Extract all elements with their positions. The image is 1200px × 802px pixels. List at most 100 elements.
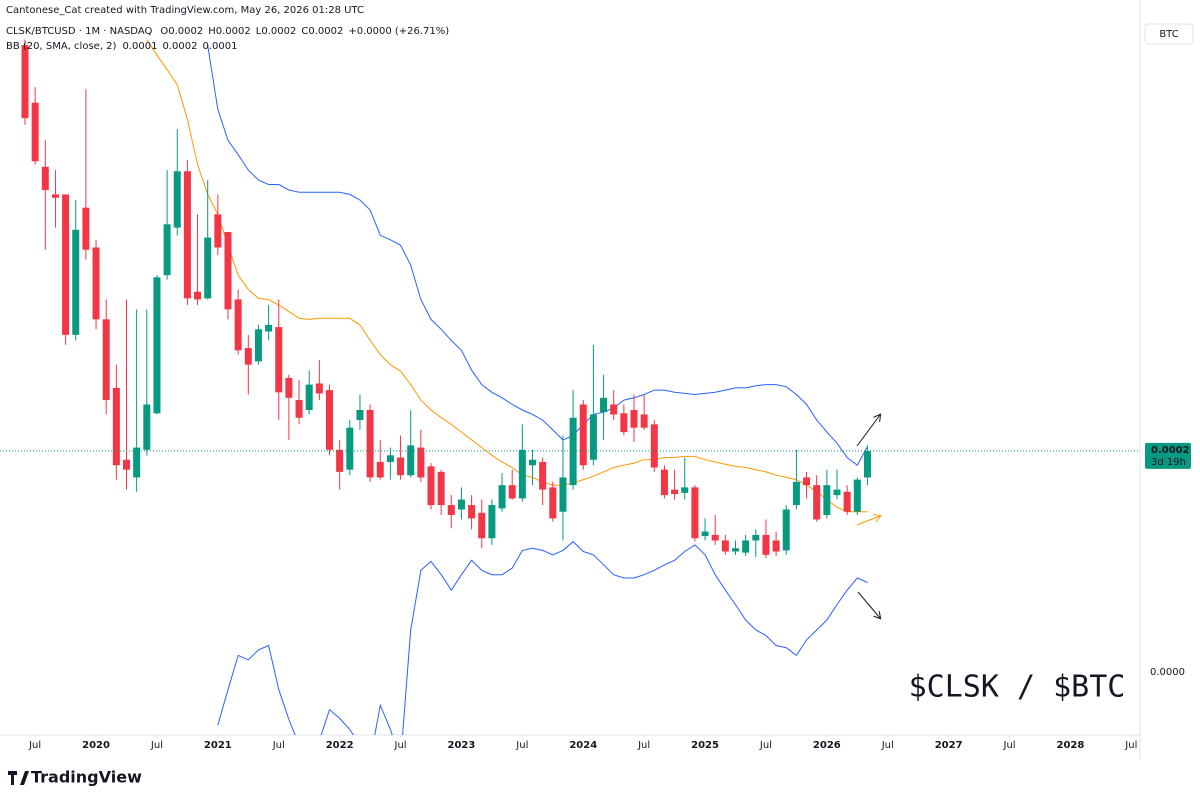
- candle-body: [701, 531, 709, 537]
- candle-body: [366, 410, 374, 478]
- candle-body: [92, 247, 100, 320]
- candle-body: [569, 417, 577, 486]
- candle-body: [204, 237, 212, 299]
- candle-body: [305, 384, 313, 411]
- candle-body: [518, 449, 526, 499]
- candle-body: [315, 383, 323, 394]
- legend-key: C: [301, 26, 308, 37]
- candle-body: [529, 459, 536, 466]
- candle-body: [346, 427, 354, 470]
- candle-body: [163, 224, 171, 276]
- indicator-value: 0.0001: [202, 41, 237, 52]
- candle-body: [792, 481, 800, 506]
- brand-name: TradingView: [31, 768, 142, 787]
- legend-change: +0.0000 (+26.71%): [348, 26, 449, 37]
- x-tick-label: Jul: [515, 740, 528, 751]
- candle-body: [579, 404, 587, 466]
- candle-body: [549, 487, 557, 519]
- x-tick-label: Jul: [394, 740, 407, 751]
- legend-key: L: [256, 26, 262, 37]
- candle-body: [214, 214, 222, 248]
- candle-body: [813, 485, 821, 520]
- brand-logo: TradingView: [8, 768, 142, 787]
- candle-body: [376, 461, 384, 478]
- credit: Cantonese_Cat created with TradingView.c…: [6, 5, 364, 16]
- candle-body: [782, 509, 790, 551]
- symbol-legend: CLSK/BTCUSD · 1M · NASDAQ O 0.0002 H 0.0002 L…: [6, 26, 449, 37]
- candle-body: [681, 487, 689, 493]
- candle-body: [539, 461, 547, 490]
- x-tick-label: Jul: [28, 740, 41, 751]
- candle-body: [183, 171, 191, 299]
- candle-body: [21, 45, 29, 119]
- candle-body: [457, 499, 465, 510]
- candle-body: [407, 445, 415, 476]
- candle-body: [386, 455, 394, 462]
- candle-body: [336, 449, 344, 472]
- arrow-down: [857, 591, 880, 618]
- candle-body: [843, 491, 851, 512]
- y-tick-label: 0.0000: [1150, 667, 1185, 678]
- x-tick-label: Jul: [272, 740, 285, 751]
- candle-body: [417, 447, 425, 478]
- arrow-up: [856, 415, 880, 447]
- candle-body: [112, 387, 120, 466]
- candle-body: [173, 171, 181, 228]
- x-tick-label: 2027: [935, 740, 963, 751]
- arrow-mid: [856, 516, 880, 526]
- candle-body: [41, 166, 49, 191]
- band-line: [207, 45, 868, 467]
- candle-body: [31, 102, 39, 162]
- last-price-tag: [1145, 442, 1191, 469]
- currency-button-label[interactable]: BTC: [1159, 29, 1178, 40]
- legend-value: 0.0002: [216, 26, 251, 37]
- candle-body: [823, 485, 831, 516]
- countdown: 3d 19h: [1151, 457, 1186, 468]
- candle-body: [397, 457, 405, 476]
- currency-button[interactable]: [1144, 23, 1194, 45]
- x-tick-label: 2021: [204, 740, 232, 751]
- candle-body: [265, 324, 273, 332]
- candle-body: [224, 232, 232, 310]
- indicator-label: BB (20, SMA, close, 2): [6, 41, 117, 52]
- x-tick-label: 2023: [448, 740, 476, 751]
- candle-body: [51, 194, 59, 198]
- x-tick-label: 2022: [326, 740, 354, 751]
- legend-key: H: [208, 26, 216, 37]
- candle-body: [72, 229, 80, 335]
- candle-body: [326, 390, 333, 450]
- candle-body: [143, 404, 151, 450]
- brand-icon: [8, 771, 29, 785]
- candle-body: [853, 479, 861, 512]
- candle-body: [691, 487, 699, 539]
- indicator-value: 0.0002: [162, 41, 197, 52]
- x-tick-label: Jul: [1124, 740, 1137, 751]
- candle-body: [295, 400, 303, 418]
- candle-body: [610, 404, 618, 415]
- candle-body: [244, 348, 252, 365]
- candle-body: [559, 477, 567, 512]
- candle-body: [82, 207, 90, 250]
- candle-body: [650, 424, 658, 468]
- last-price-label: 0.0002: [1151, 445, 1190, 456]
- candle-body: [660, 469, 668, 496]
- legend-value: 0.0002: [308, 26, 343, 37]
- candle-body: [589, 414, 597, 460]
- candle-body: [508, 485, 516, 499]
- candle-body: [468, 505, 476, 519]
- candle-body: [762, 534, 770, 555]
- x-tick-label: 2028: [1057, 740, 1085, 751]
- legend-key: O: [160, 26, 168, 37]
- candle-body: [833, 489, 841, 496]
- candle-body: [133, 447, 141, 478]
- indicator-legend: BB (20, SMA, close, 2) 0.0001 0.0002 0.0001: [6, 41, 237, 52]
- x-tick-label: Jul: [637, 740, 650, 751]
- candle-body: [752, 534, 760, 541]
- candle-body: [620, 413, 628, 433]
- candle-body: [437, 471, 445, 506]
- x-tick-label: Jul: [1003, 740, 1016, 751]
